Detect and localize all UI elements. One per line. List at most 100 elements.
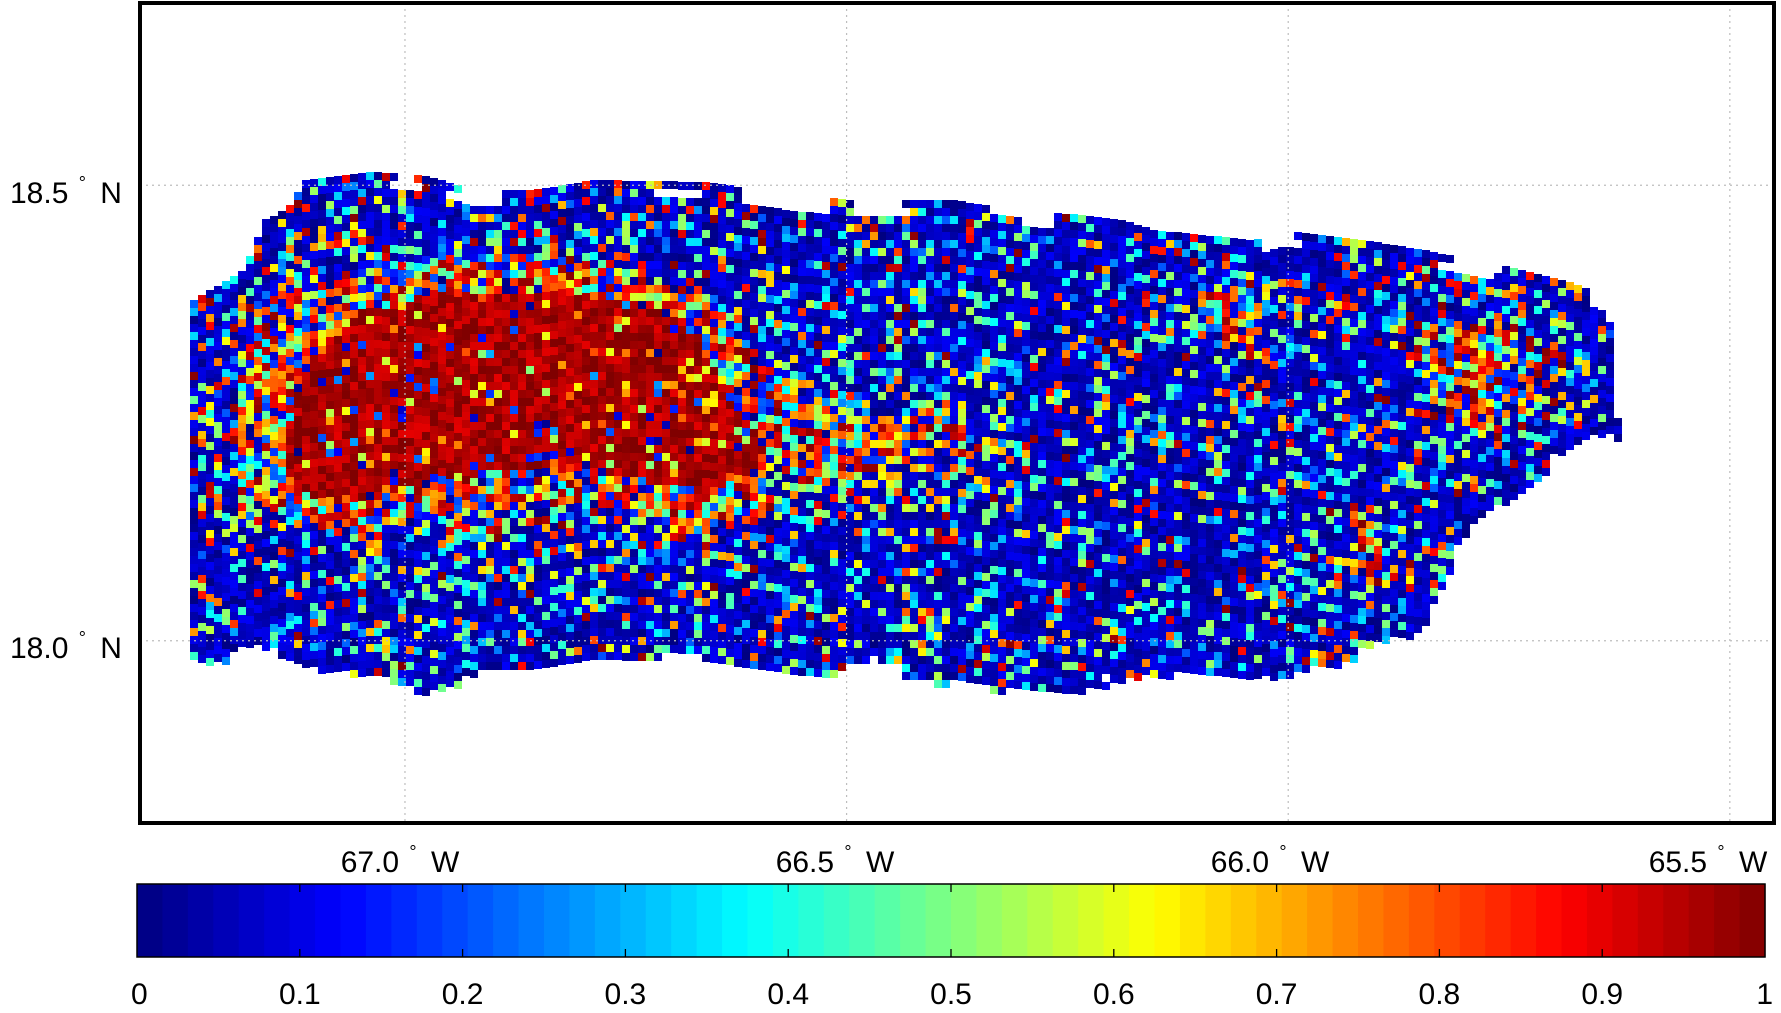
heatmap-cell (294, 600, 302, 608)
heatmap-cell (446, 327, 454, 335)
heatmap-cell (734, 259, 742, 267)
heatmap-cell (230, 604, 238, 612)
heatmap-cell (582, 357, 590, 365)
heatmap-cell (262, 475, 270, 483)
heatmap-cell (438, 540, 446, 548)
heatmap-cell (542, 284, 550, 292)
heatmap-cell (558, 249, 566, 257)
heatmap-cell (438, 612, 446, 620)
heatmap-cell (862, 432, 870, 440)
heatmap-cell (750, 317, 758, 325)
heatmap-cell (190, 356, 198, 364)
heatmap-cell (374, 252, 382, 260)
heatmap-cell (678, 262, 686, 270)
heatmap-cell (294, 248, 302, 256)
heatmap-cell (846, 312, 854, 320)
heatmap-cell (374, 444, 382, 452)
heatmap-cell (662, 269, 670, 277)
heatmap-cell (710, 391, 718, 399)
heatmap-cell (230, 356, 238, 364)
heatmap-cell (254, 573, 262, 581)
heatmap-cell (710, 655, 718, 663)
heatmap-cell (566, 192, 574, 200)
heatmap-cell (302, 436, 310, 444)
heatmap-cell (790, 547, 798, 555)
heatmap-cell (438, 484, 446, 492)
heatmap-cell (646, 549, 654, 557)
heatmap-cell (278, 299, 286, 307)
heatmap-cell (742, 340, 750, 348)
heatmap-cell (750, 621, 758, 629)
heatmap-cell (302, 508, 310, 516)
heatmap-cell (694, 614, 702, 622)
heatmap-cell (470, 454, 478, 462)
heatmap-cell (342, 207, 350, 215)
heatmap-cell (638, 453, 646, 461)
heatmap-cell (406, 486, 414, 494)
heatmap-cell (662, 549, 670, 557)
heatmap-cell (422, 608, 430, 616)
heatmap-cell (534, 461, 542, 469)
heatmap-cell (798, 572, 806, 580)
heatmap-cell (822, 374, 830, 382)
heatmap-cell (846, 592, 854, 600)
heatmap-cell (286, 365, 294, 373)
heatmap-cell (718, 288, 726, 296)
heatmap-cell (398, 230, 406, 238)
heatmap-cell (246, 448, 254, 456)
heatmap-cell (454, 257, 462, 265)
heatmap-cell (198, 631, 206, 639)
heatmap-cell (350, 326, 358, 334)
heatmap-cell (830, 214, 838, 222)
heatmap-cell (302, 604, 310, 612)
heatmap-cell (390, 373, 398, 381)
heatmap-cell (334, 360, 342, 368)
heatmap-cell (638, 469, 646, 477)
heatmap-cell (590, 516, 598, 524)
heatmap-cell (462, 428, 470, 436)
heatmap-cell (422, 288, 430, 296)
heatmap-cell (438, 564, 446, 572)
heatmap-cell (846, 600, 854, 608)
heatmap-cell (726, 305, 734, 313)
heatmap-cell (262, 499, 270, 507)
heatmap-cell (830, 462, 838, 470)
heatmap-cell (550, 443, 558, 451)
heatmap-cell (766, 383, 774, 391)
heatmap-cell (318, 274, 326, 282)
heatmap-cell (430, 458, 438, 466)
heatmap-cell (526, 558, 534, 566)
heatmap-cell (342, 359, 350, 367)
heatmap-cell (246, 416, 254, 424)
heatmap-cell (422, 664, 430, 672)
heatmap-cell (510, 542, 518, 550)
heatmap-cell (454, 537, 462, 545)
heatmap-cell (678, 598, 686, 606)
heatmap-cell (350, 662, 358, 670)
heatmap-cell (422, 632, 430, 640)
heatmap-cell (390, 629, 398, 637)
heatmap-cell (558, 377, 566, 385)
heatmap-cell (366, 316, 374, 324)
heatmap-cell (814, 285, 822, 293)
heatmap-cell (510, 454, 518, 462)
heatmap-cell (854, 352, 862, 360)
heatmap-cell (422, 328, 430, 336)
heatmap-cell (198, 391, 206, 399)
heatmap-cell (662, 397, 670, 405)
heatmap-cell (278, 635, 286, 643)
heatmap-cell (398, 318, 406, 326)
heatmap-cell (310, 443, 318, 451)
heatmap-cell (382, 533, 390, 541)
heatmap-cell (278, 491, 286, 499)
heatmap-cell (374, 212, 382, 220)
heatmap-cell (798, 468, 806, 476)
heatmap-cell (806, 292, 814, 300)
heatmap-cell (830, 198, 838, 206)
heatmap-cell (406, 278, 414, 286)
heatmap-cell (222, 649, 230, 657)
heatmap-cell (422, 432, 430, 440)
heatmap-cell (278, 315, 286, 323)
heatmap-cell (750, 245, 758, 253)
heatmap-cell (590, 412, 598, 420)
